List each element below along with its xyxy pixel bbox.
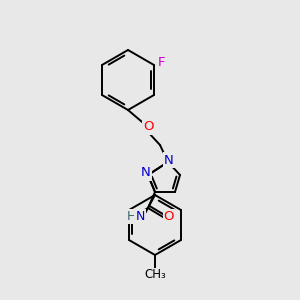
Text: H: H: [126, 209, 136, 223]
Text: CH₃: CH₃: [144, 268, 166, 281]
Text: O: O: [164, 211, 174, 224]
Text: N: N: [164, 154, 174, 166]
Text: N: N: [135, 209, 145, 223]
Text: F: F: [158, 56, 166, 68]
Text: O: O: [143, 121, 153, 134]
Text: N: N: [141, 167, 151, 179]
